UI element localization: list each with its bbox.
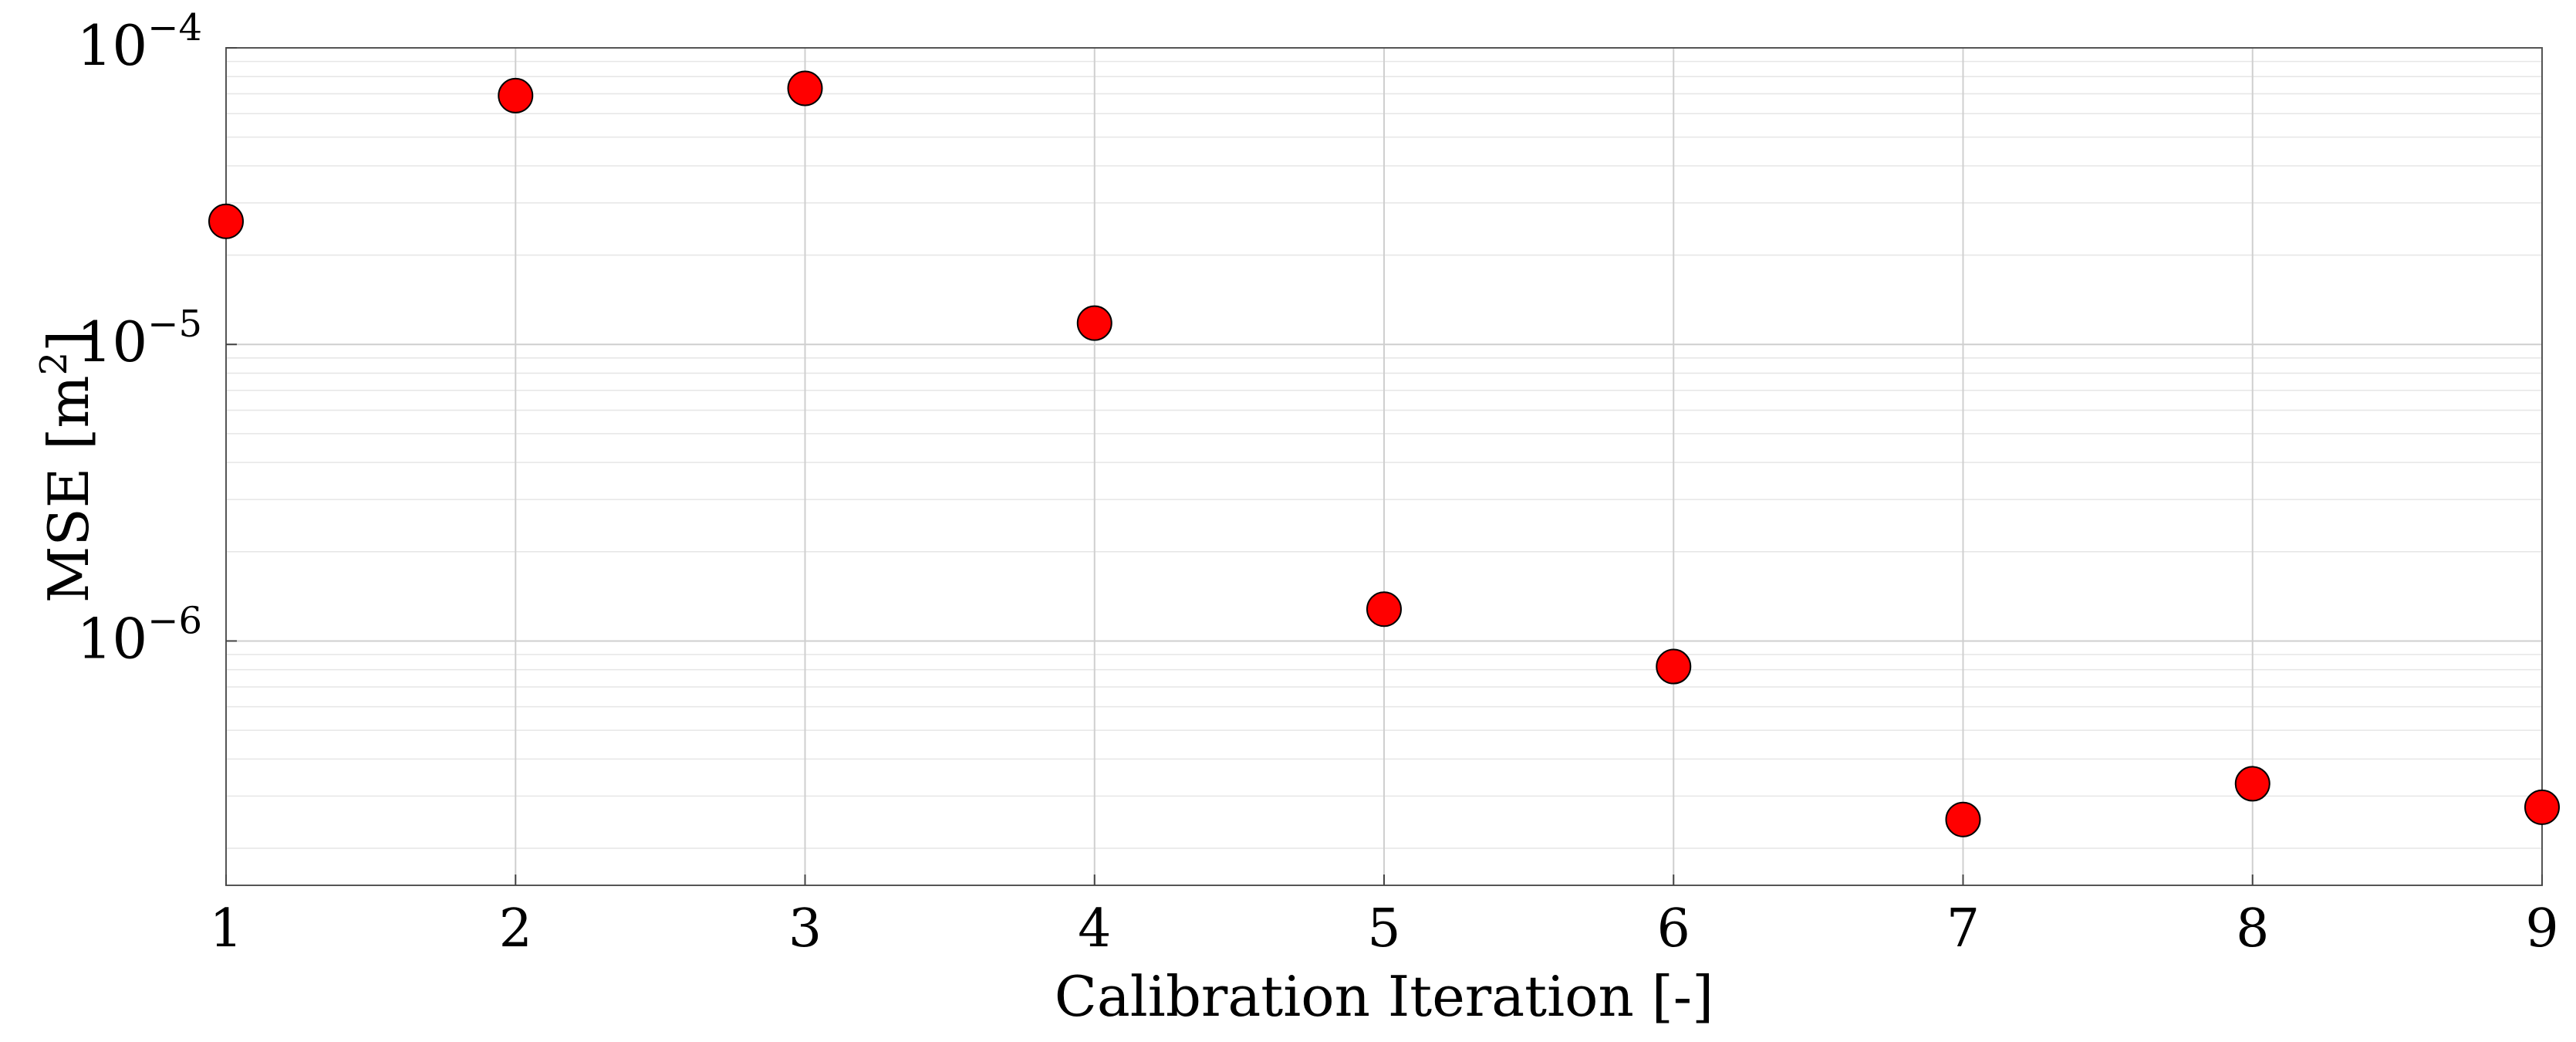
data-point — [498, 77, 534, 113]
x-tick-label: 2 — [499, 898, 532, 959]
y-axis-ticks: 10−410−510−6 — [77, 6, 237, 671]
y-tick-label: 10−4 — [77, 6, 202, 78]
y-tick-label: 10−6 — [77, 599, 202, 671]
data-point — [787, 70, 823, 107]
x-axis-ticks: 1 2 3 4 5 6 7 8 9 — [209, 875, 2559, 959]
y-tick-base: 10 — [77, 606, 148, 671]
data-point — [1945, 801, 1981, 837]
y-axis-title-main: MSE [m — [36, 375, 101, 603]
y-tick-exponent: −4 — [147, 6, 202, 49]
data-point — [2524, 789, 2560, 825]
data-point — [2234, 766, 2270, 802]
x-tick-label: 4 — [1078, 898, 1111, 959]
x-tick-label: 7 — [1946, 898, 1980, 959]
y-tick-exponent: −6 — [147, 599, 202, 642]
y-tick-base: 10 — [77, 310, 148, 374]
y-axis-title: MSE [m2] — [32, 330, 101, 604]
x-tick-label: 9 — [2525, 898, 2558, 959]
data-point — [1366, 591, 1402, 628]
x-tick-label: 6 — [1657, 898, 1690, 959]
x-tick-label: 8 — [2236, 898, 2269, 959]
major-gridlines — [225, 47, 2543, 885]
x-tick-label: 1 — [209, 898, 242, 959]
data-point — [1076, 305, 1112, 341]
y-axis-title-superscript: 2 — [32, 352, 76, 376]
x-tick-label: 3 — [788, 898, 822, 959]
data-points — [208, 70, 2560, 837]
data-point — [208, 203, 244, 239]
x-tick-label: 5 — [1367, 898, 1400, 959]
y-tick-label: 10−5 — [77, 303, 202, 374]
data-point — [1656, 648, 1692, 685]
y-tick-base: 10 — [77, 13, 148, 78]
y-axis-title-close: ] — [36, 330, 101, 352]
y-tick-exponent: −5 — [147, 303, 202, 346]
x-axis-title: Calibration Iteration [-] — [1055, 964, 1713, 1029]
